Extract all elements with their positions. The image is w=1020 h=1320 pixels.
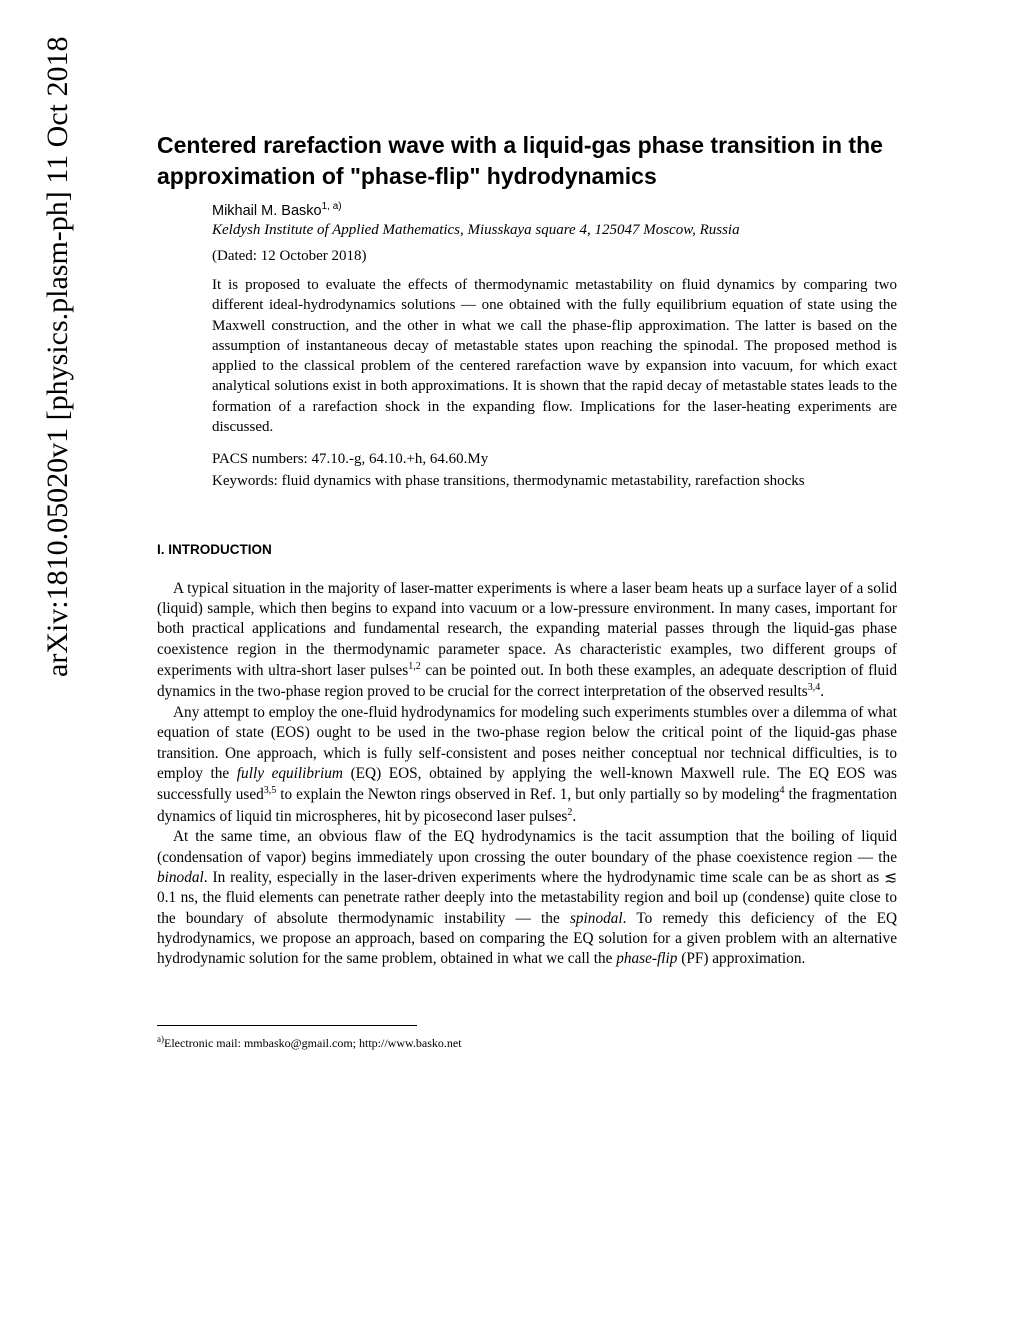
footnote-sup: a): [157, 1034, 164, 1044]
paragraph-3: At the same time, an obvious flaw of the…: [157, 827, 897, 969]
author-text: Mikhail M. Basko: [212, 203, 322, 219]
arxiv-identifier: arXiv:1810.05020v1 [physics.plasm-ph] 11…: [41, 37, 75, 677]
para2-text-c: to explain the Newton rings observed in …: [276, 786, 779, 803]
paragraph-2: Any attempt to employ the one-fluid hydr…: [157, 703, 897, 827]
para2-italic1: fully equilibrium: [237, 765, 343, 782]
para1-cite1: 1,2: [408, 661, 421, 672]
para3-italic3: phase-flip: [616, 950, 677, 967]
para3-italic1: binodal: [157, 869, 204, 886]
section-heading: I. INTRODUCTION: [157, 542, 897, 557]
para1-cite2: 3,4: [808, 682, 821, 693]
abstract: It is proposed to evaluate the effects o…: [212, 275, 897, 437]
para3-italic2: spinodal: [570, 910, 623, 927]
author-name: Mikhail M. Basko1, a): [212, 203, 342, 219]
paper-title: Centered rarefaction wave with a liquid-…: [157, 130, 897, 192]
paper-content: Centered rarefaction wave with a liquid-…: [157, 130, 897, 1051]
dated-line: (Dated: 12 October 2018): [212, 248, 897, 265]
footnote-rule: [157, 1025, 417, 1026]
author-block: Mikhail M. Basko1, a) Keldysh Institute …: [212, 201, 897, 240]
para2-text-e: .: [572, 808, 576, 825]
author-sup: 1, a): [322, 201, 342, 212]
affiliation: Keldysh Institute of Applied Mathematics…: [212, 220, 897, 240]
para1-text-c: .: [820, 684, 824, 701]
para3-text-d: (PF) approximation.: [677, 950, 805, 967]
keywords: Keywords: fluid dynamics with phase tran…: [212, 471, 897, 491]
para2-cite1: 3,5: [264, 785, 277, 796]
pacs-numbers: PACS numbers: 47.10.-g, 64.10.+h, 64.60.…: [212, 449, 897, 469]
footnote-text: Electronic mail: mmbasko@gmail.com; http…: [164, 1036, 462, 1050]
footnote: a)Electronic mail: mmbasko@gmail.com; ht…: [157, 1034, 897, 1051]
paragraph-1: A typical situation in the majority of l…: [157, 579, 897, 703]
para3-text-a: At the same time, an obvious flaw of the…: [157, 828, 897, 865]
